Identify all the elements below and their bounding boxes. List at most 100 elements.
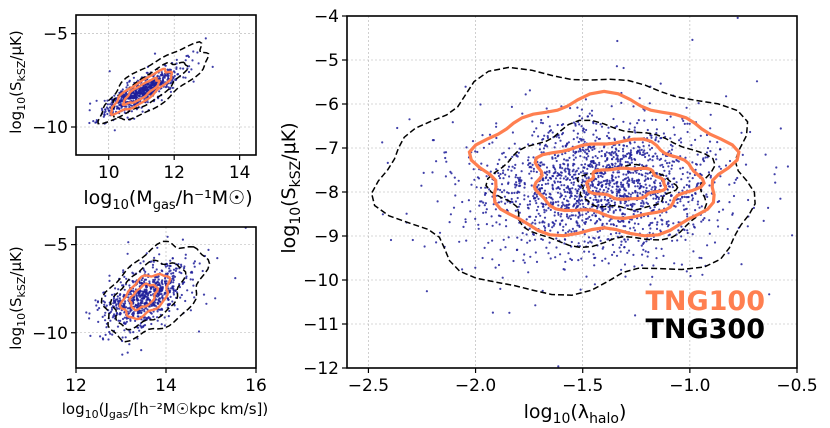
data-point (527, 156, 530, 159)
data-point (642, 241, 646, 244)
data-point (513, 183, 517, 186)
data-point (622, 156, 625, 159)
data-point (518, 203, 522, 206)
data-point (557, 173, 561, 176)
data-point (113, 94, 116, 97)
data-point (532, 156, 535, 159)
data-point (531, 120, 534, 123)
data-point (99, 335, 102, 338)
data-point (158, 90, 161, 93)
data-point (604, 160, 607, 163)
data-point (192, 262, 195, 265)
data-point (602, 208, 605, 211)
data-point (694, 192, 697, 195)
data-point (602, 189, 606, 192)
data-point (641, 164, 644, 167)
data-point (629, 149, 633, 152)
data-point (279, 181, 281, 183)
data-point (122, 284, 125, 287)
data-point (600, 184, 604, 187)
data-point (511, 165, 514, 168)
data-point (520, 170, 523, 173)
data-point (153, 256, 156, 259)
data-point (183, 281, 186, 284)
data-point (85, 311, 88, 314)
main-xtick-label: −1.0 (669, 376, 710, 396)
data-point (626, 180, 629, 183)
data-point (162, 79, 165, 82)
data-point (594, 165, 598, 168)
data-point (151, 263, 155, 266)
data-point (655, 128, 659, 131)
data-point (740, 131, 743, 134)
data-point (106, 99, 109, 102)
top-left-contour-tng100 (121, 76, 161, 107)
data-point (187, 55, 190, 59)
data-point (166, 264, 169, 267)
data-point (138, 95, 141, 98)
data-point (668, 170, 671, 173)
data-point (548, 192, 551, 195)
data-point (139, 91, 142, 95)
data-point (610, 199, 613, 202)
data-point (533, 130, 536, 133)
data-point (651, 159, 654, 162)
data-point (681, 172, 684, 176)
data-point (606, 190, 609, 193)
data-point (516, 155, 519, 158)
data-point (543, 216, 547, 219)
data-point (696, 203, 699, 206)
data-point (454, 183, 457, 186)
data-point (109, 103, 112, 106)
data-point (515, 184, 518, 187)
data-point (577, 216, 580, 219)
data-point (602, 173, 605, 176)
data-point (572, 154, 575, 157)
bottom-left-xtick-label: 16 (245, 376, 267, 396)
data-point (503, 189, 506, 192)
data-point (104, 108, 107, 111)
data-point (629, 142, 632, 145)
data-point (637, 150, 640, 153)
data-point (609, 153, 612, 156)
bottom-left-plot-area (76, 227, 256, 368)
data-point (644, 155, 647, 159)
data-point (600, 172, 604, 175)
data-point (649, 283, 652, 286)
data-point (557, 134, 560, 137)
data-point (613, 137, 616, 140)
data-point (596, 230, 599, 233)
data-point (169, 269, 172, 272)
data-point (689, 274, 692, 278)
data-point (613, 201, 617, 204)
data-point (630, 158, 633, 161)
data-point (762, 219, 765, 222)
data-point (497, 201, 501, 204)
data-point (569, 107, 572, 110)
data-point (566, 191, 569, 194)
data-point (145, 301, 148, 305)
data-point (157, 299, 160, 302)
data-point (142, 86, 145, 89)
data-point (136, 315, 139, 318)
data-point (641, 199, 644, 202)
data-point (629, 171, 632, 174)
data-point (570, 240, 573, 244)
data-point (688, 172, 692, 175)
data-point (172, 285, 175, 288)
data-point (791, 234, 794, 237)
data-point (157, 283, 160, 286)
data-point (501, 172, 505, 175)
data-point (622, 144, 625, 147)
data-point (529, 215, 532, 218)
main-xtick-label: −2.0 (455, 376, 496, 396)
data-point (563, 242, 566, 245)
data-point (559, 166, 562, 169)
data-point (140, 89, 143, 92)
data-point (641, 205, 644, 208)
data-point (135, 294, 138, 297)
data-point (645, 240, 648, 243)
data-point (420, 184, 423, 187)
data-point (618, 191, 621, 194)
data-point (655, 136, 658, 139)
